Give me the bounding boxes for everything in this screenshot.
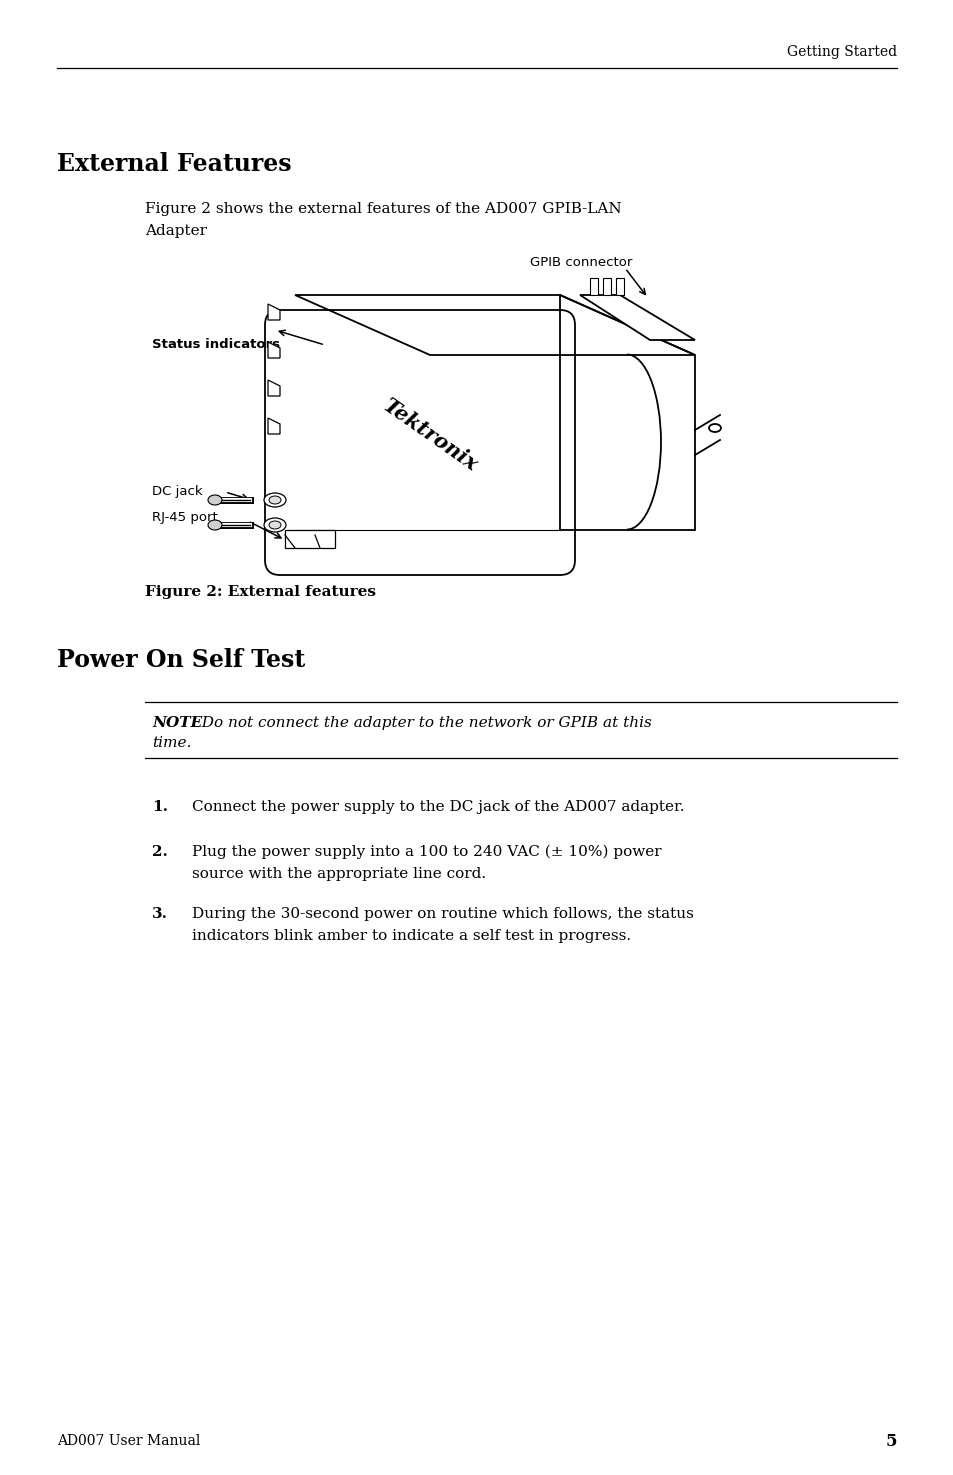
Text: Power On Self Test: Power On Self Test	[57, 648, 305, 673]
Text: Figure 2: External features: Figure 2: External features	[145, 586, 375, 599]
Text: Adapter: Adapter	[145, 224, 207, 237]
Polygon shape	[268, 342, 280, 358]
Polygon shape	[268, 417, 280, 434]
Text: indicators blink amber to indicate a self test in progress.: indicators blink amber to indicate a sel…	[192, 929, 631, 943]
Text: Tektronix: Tektronix	[378, 395, 480, 475]
Text: Status indicators: Status indicators	[152, 338, 280, 351]
Text: Getting Started: Getting Started	[786, 46, 896, 59]
Polygon shape	[602, 277, 610, 295]
Polygon shape	[268, 381, 280, 395]
Text: NOTE: NOTE	[152, 715, 202, 730]
Ellipse shape	[264, 518, 286, 532]
Text: source with the appropriate line cord.: source with the appropriate line cord.	[192, 867, 486, 881]
Text: Plug the power supply into a 100 to 240 VAC (± 10%) power: Plug the power supply into a 100 to 240 …	[192, 845, 661, 860]
Ellipse shape	[269, 496, 281, 504]
Text: Figure 2 shows the external features of the AD007 GPIB-LAN: Figure 2 shows the external features of …	[145, 202, 621, 215]
Polygon shape	[616, 277, 623, 295]
Ellipse shape	[208, 521, 222, 530]
Polygon shape	[589, 277, 598, 295]
Ellipse shape	[264, 493, 286, 507]
Text: Connect the power supply to the DC jack of the AD007 adapter.: Connect the power supply to the DC jack …	[192, 799, 684, 814]
Text: 2.: 2.	[152, 845, 168, 858]
FancyBboxPatch shape	[285, 530, 335, 549]
Text: 3.: 3.	[152, 907, 168, 920]
Polygon shape	[579, 295, 695, 341]
Text: 5: 5	[884, 1432, 896, 1450]
Text: 1.: 1.	[152, 799, 168, 814]
Text: AD007 User Manual: AD007 User Manual	[57, 1434, 200, 1448]
Text: RJ-45 port: RJ-45 port	[152, 512, 217, 525]
Polygon shape	[268, 304, 280, 320]
Text: GPIB connector: GPIB connector	[530, 255, 632, 268]
Ellipse shape	[208, 496, 222, 504]
Text: DC jack: DC jack	[152, 485, 202, 499]
Text: External Features: External Features	[57, 152, 292, 176]
Text: During the 30-second power on routine which follows, the status: During the 30-second power on routine wh…	[192, 907, 693, 920]
Ellipse shape	[269, 521, 281, 530]
Text: time.: time.	[152, 736, 192, 749]
Text: . Do not connect the adapter to the network or GPIB at this: . Do not connect the adapter to the netw…	[192, 715, 651, 730]
